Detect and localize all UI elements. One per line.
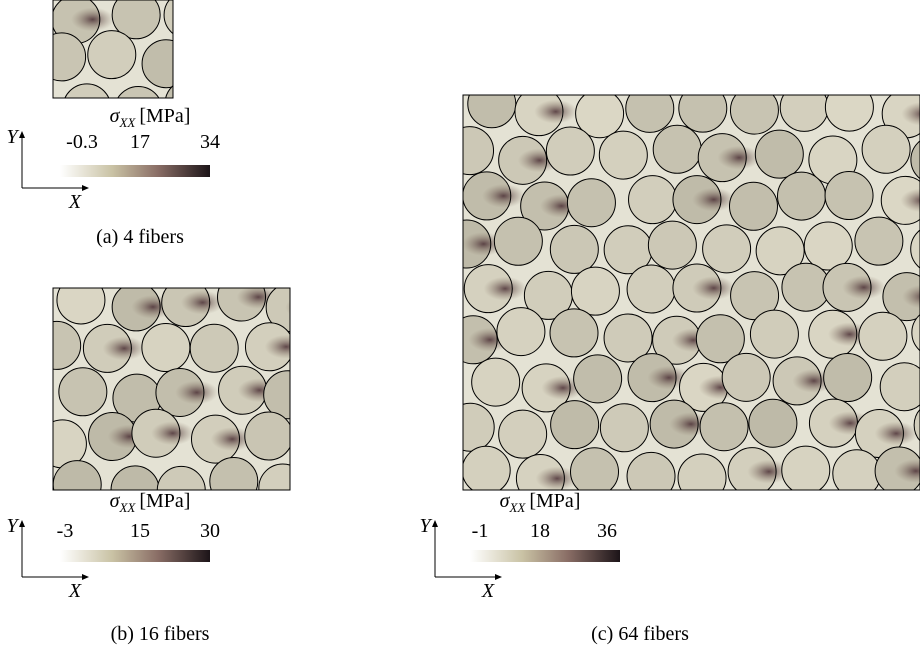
colorbar-title: σXX[MPa] [500, 490, 581, 515]
stress-hotspot [875, 421, 918, 445]
field-content [443, 80, 920, 503]
stress-hotspot [482, 184, 525, 208]
stress-hotspot [71, 7, 114, 31]
colorbar-tick-label: 36 [597, 520, 617, 542]
colorbar-tick-label: -1 [472, 520, 489, 542]
colorbar-title: σXX[MPa] [110, 490, 191, 515]
subscript: XX [118, 115, 136, 130]
x-axis-label: X [68, 580, 82, 602]
colorbar-title: σXX[MPa] [110, 105, 191, 130]
y-axis-label: Y [6, 515, 19, 537]
colorbar-tick-label: 17 [130, 131, 150, 153]
stress-hotspot [692, 276, 735, 300]
colorbar-tick-label: 34 [200, 131, 220, 153]
field-content [33, 273, 329, 514]
subscript: XX [508, 500, 526, 515]
colorbar-tick-label: -0.3 [66, 131, 98, 153]
stress-hotspot [285, 295, 328, 319]
colorbar-tick-label: 30 [200, 520, 220, 542]
unit: [MPa] [139, 105, 190, 127]
colorbar [60, 550, 210, 562]
colorbar-tick-label: 15 [130, 520, 150, 542]
stress-hotspot [175, 380, 218, 404]
y-axis-label: Y [419, 515, 432, 537]
stress-hotspot [692, 188, 735, 212]
colorbar [470, 550, 620, 562]
stress-hotspot [534, 100, 577, 124]
stress-hotspot [265, 335, 308, 359]
stress-hotspot [483, 277, 526, 301]
stress-field [443, 80, 920, 503]
stress-hotspot [717, 146, 760, 170]
unit: [MPa] [139, 490, 190, 512]
unit: [MPa] [529, 490, 580, 512]
caption: (b) 16 fibers [111, 623, 210, 645]
colorbar-tick-label: -3 [57, 520, 74, 542]
x-axis-label: X [481, 580, 495, 602]
stress-hotspot [151, 421, 194, 445]
caption: (a) 4 fibers [96, 226, 184, 248]
y-axis-label: Y [6, 126, 19, 148]
stress-hotspot [103, 336, 146, 360]
figure: σXX[MPa] -0.3 17 34 Y X (a) 4 fibers σXX[MPa] -3… [0, 0, 920, 655]
stress-hotspot [842, 275, 885, 299]
x-axis-label: X [68, 191, 82, 213]
colorbar-tick-label: 18 [530, 520, 550, 542]
colorbar [60, 165, 210, 177]
subscript: XX [118, 500, 136, 515]
caption: (c) 64 fibers [591, 623, 689, 645]
stress-field [33, 273, 329, 514]
stress-hotspot [184, 92, 227, 116]
